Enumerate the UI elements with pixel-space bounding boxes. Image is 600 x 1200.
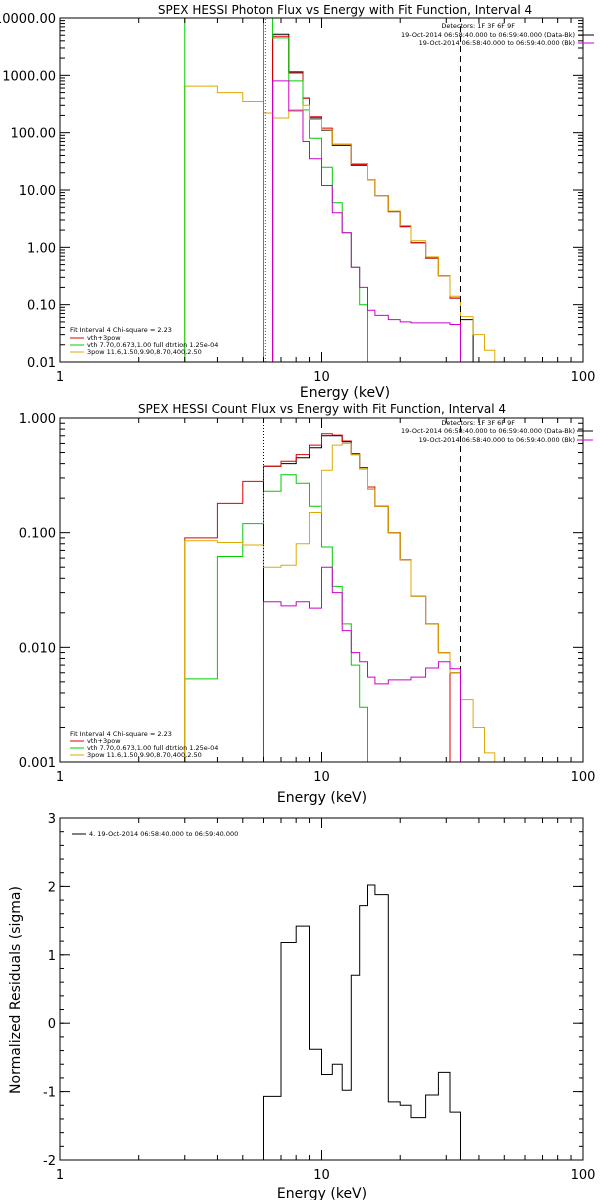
series-layer [263,884,461,1160]
x-tick-label: 10 [313,370,330,385]
y-tick-label: 0.001 [19,756,56,771]
y-tick-label: 0.100 [19,527,56,542]
fit-legend: Fit Interval 4 Chi-square = 2.23 vth+3po… [70,326,218,356]
detectors-text: Detectors: 1F 3F 6F 9F [441,22,515,30]
detector-info: Detectors: 1F 3F 6F 9F 19-Oct-2014 06:58… [401,22,594,47]
x-axis-label: Energy (keV) [277,790,367,806]
x-axis-label: Energy (keV) [277,1186,367,1200]
x-tick-label: 100 [571,770,596,785]
x-tick-label: 1 [56,770,64,785]
y-tick-label: 10.00 [19,184,56,199]
y-tick-label: 0.01 [27,356,56,371]
series-1-line [184,433,451,762]
y-axis-label: Normalized Residuals (sigma) [8,886,24,1094]
legend-item-vth3pow: vth+3pow [87,334,121,342]
y-tick-label: 2 [48,880,56,895]
y-tick-label: 0 [48,1017,56,1032]
residual-legend: 4. 19-Oct-2014 06:58:40.000 to 06:59:40.… [72,830,238,838]
detector-info: Detectors: 1F 3F 6F 9F 19-Oct-2014 06:58… [401,419,593,444]
y-tick-label: 1000.00 [2,69,56,84]
legend-item-3pow: 3pow 11.6,1.50,9.90,8.70,400,2.50 [87,348,202,356]
x-tick-label: 100 [571,370,596,385]
y-tick-label: -1 [43,1086,56,1101]
chart-title: SPEX HESSI Count Flux vs Energy with Fit… [138,402,506,416]
plot-frame [59,817,584,1161]
axis-layer: 1 10 100 -2 -1 0 1 2 3 [43,812,595,1183]
legend-item-3pow: 3pow 11.6,1.50,9.90,8.70,400,2.50 [87,751,202,759]
legend-item-vth: vth 7.70,0.673,1.00 full dtrtion 1.25e-0… [87,341,218,349]
x-tick-label: 100 [571,1168,596,1183]
vline-layer [184,18,461,362]
series-2-line [263,17,375,363]
interval-bk-text: 19-Oct-2014 06:58:40.000 to 06:59:40.000… [419,436,575,444]
x-tick-label: 1 [56,1168,64,1183]
series-4-line [263,566,461,762]
y-tick-label: 3 [48,812,56,827]
y-tick-label: 100.00 [11,127,57,142]
y-tick-label: 0.010 [19,641,56,656]
legend-item-vth: vth 7.70,0.673,1.00 full dtrtion 1.25e-0… [87,744,218,752]
interval-bk-text: 19-Oct-2014 06:58:40.000 to 06:59:40.000… [419,39,575,47]
count-flux-panel: SPEX HESSI Count Flux vs Energy with Fit… [19,402,596,806]
y-tick-label: 10000.00 [0,12,56,27]
legend-item-vth3pow: vth+3pow [87,737,121,745]
axis-layer: 1 10 100 0.01 0.10 1.00 10.00 100.00 1000.00 1000… [0,12,595,385]
series-0-line [263,884,461,1160]
plot-frame [59,17,584,363]
series-layer [184,433,505,763]
chart-title: SPEX HESSI Photon Flux vs Energy with Fi… [158,3,532,17]
series-0-line [263,435,461,762]
legend-header: Fit Interval 4 Chi-square = 2.23 [70,730,172,738]
photon-flux-panel: SPEX HESSI Photon Flux vs Energy with Fi… [0,3,595,401]
detectors-text: Detectors: 1F 3F 6F 9F [441,419,515,427]
legend-item-interval: 4. 19-Oct-2014 06:58:40.000 to 06:59:40.… [89,830,238,838]
x-axis-label: Energy (keV) [300,385,390,401]
series-layer [184,17,505,363]
fit-legend: Fit Interval 4 Chi-square = 2.23 vth+3po… [70,730,218,759]
series-2-line [184,474,375,763]
y-tick-label: 1.00 [27,241,56,256]
vline-layer [184,418,461,762]
residuals-panel: 1 10 100 -2 -1 0 1 2 3 Energy (keV) Normalized R… [8,812,595,1200]
y-tick-label: 0.10 [27,299,56,314]
x-tick-label: 10 [313,770,330,785]
series-3-line [184,442,505,763]
x-tick-label: 1 [56,370,64,385]
y-tick-label: 1.000 [19,412,56,427]
series-4-line [272,80,461,362]
series-3-line [184,85,505,363]
y-tick-label: 1 [48,949,56,964]
interval-data-text: 19-Oct-2014 06:58:40.000 to 06:59:40.000… [401,427,575,435]
x-tick-label: 10 [313,1168,330,1183]
y-tick-label: -2 [43,1154,56,1169]
interval-data-text: 19-Oct-2014 06:58:40.000 to 06:59:40.000… [401,31,575,39]
legend-header: Fit Interval 4 Chi-square = 2.23 [70,326,172,334]
axis-layer: 1 10 100 0.001 0.010 0.100 1.000 [19,412,596,785]
series-1-line [272,35,461,362]
